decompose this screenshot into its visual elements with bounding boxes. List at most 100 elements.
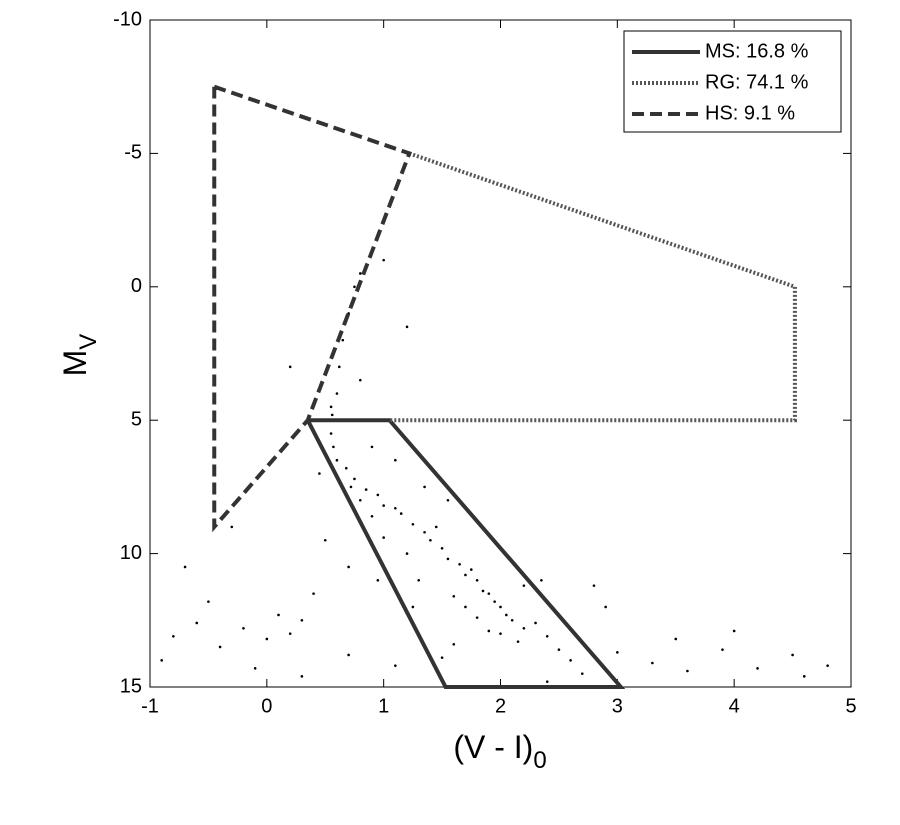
star-point (300, 619, 304, 622)
star-point (332, 445, 335, 449)
star-point (337, 365, 341, 369)
star-point (429, 538, 432, 542)
star-point (505, 613, 508, 617)
legend-label: HS: 9.1 % (705, 102, 795, 124)
star-point (359, 378, 362, 382)
star-point (580, 672, 584, 675)
star-point (318, 472, 321, 475)
star-point (522, 627, 526, 630)
star-point (417, 578, 421, 582)
star-point (347, 653, 350, 657)
star-point (376, 493, 380, 497)
star-point (446, 557, 450, 561)
star-point (218, 645, 222, 649)
star-point (464, 573, 467, 577)
star-point (458, 562, 461, 566)
star-point (353, 285, 356, 289)
star-point (341, 338, 345, 342)
star-point (411, 522, 415, 526)
y-axis-label: MV (57, 334, 102, 377)
x-tick-label: 0 (261, 695, 272, 717)
y-tick-label: -10 (113, 8, 142, 30)
star-point (359, 498, 362, 502)
star-point (376, 578, 380, 582)
star-point (288, 632, 292, 635)
star-point (347, 565, 350, 569)
star-point (464, 605, 467, 609)
star-point (312, 592, 315, 595)
y-axis-label-main: M (57, 350, 93, 377)
y-axis-label-sub: V (75, 334, 102, 350)
star-point (411, 605, 415, 609)
star-point (475, 616, 479, 619)
star-point (545, 680, 549, 683)
y-tick-label: 0 (131, 275, 142, 297)
star-point (288, 365, 292, 369)
star-point (172, 635, 175, 638)
star-point (452, 594, 456, 598)
star-point (469, 568, 473, 571)
star-point (382, 504, 385, 507)
star-point (195, 621, 199, 625)
star-point (616, 651, 619, 654)
y-tick-label: 15 (120, 675, 142, 697)
star-point (335, 458, 339, 462)
star-point (434, 525, 438, 529)
region-outline (389, 151, 797, 423)
star-point (323, 538, 327, 542)
star-point (440, 656, 444, 659)
star-point (446, 498, 450, 502)
star-point (394, 506, 397, 510)
star-point (230, 525, 234, 529)
star-point (359, 272, 362, 275)
star-point (592, 584, 596, 587)
star-point (394, 458, 397, 462)
star-point (277, 613, 280, 617)
star-point (382, 536, 385, 539)
star-point (405, 552, 409, 555)
star-point (674, 637, 678, 641)
star-point (265, 637, 269, 641)
region-outline (212, 84, 412, 533)
star-point (487, 592, 491, 595)
star-point (604, 605, 607, 609)
star-point (651, 661, 654, 665)
star-point (330, 413, 334, 417)
star-point (732, 629, 736, 633)
star-point (686, 669, 689, 673)
star-point (721, 648, 724, 651)
star-point (540, 578, 543, 582)
star-point (353, 477, 356, 481)
star-point (522, 584, 526, 587)
x-tick-label: -1 (141, 695, 159, 717)
x-tick-label: 2 (495, 695, 506, 717)
star-point (335, 392, 339, 395)
star-point (756, 667, 759, 670)
star-point (253, 667, 257, 670)
star-point (370, 514, 374, 518)
star-point (329, 432, 333, 435)
x-axis-label: (V - I)0 (453, 729, 546, 774)
star-point (207, 600, 210, 603)
star-point (475, 578, 479, 582)
star-point (493, 600, 496, 603)
y-tick-label: 5 (131, 408, 142, 430)
star-point (423, 530, 426, 534)
star-point (423, 485, 426, 489)
star-point (364, 488, 368, 491)
star-point (510, 619, 514, 622)
star-point (802, 675, 806, 678)
region-outline (305, 418, 626, 689)
star-point (344, 466, 348, 470)
legend-label: RG: 74.1 % (705, 71, 809, 93)
x-tick-label: 4 (729, 695, 740, 717)
star-point (329, 405, 333, 409)
star-point (499, 632, 502, 635)
star-point (405, 325, 409, 329)
star-point (481, 589, 485, 593)
star-point (399, 512, 403, 515)
star-point (569, 659, 572, 662)
star-point (826, 664, 829, 667)
star-point (440, 546, 444, 550)
